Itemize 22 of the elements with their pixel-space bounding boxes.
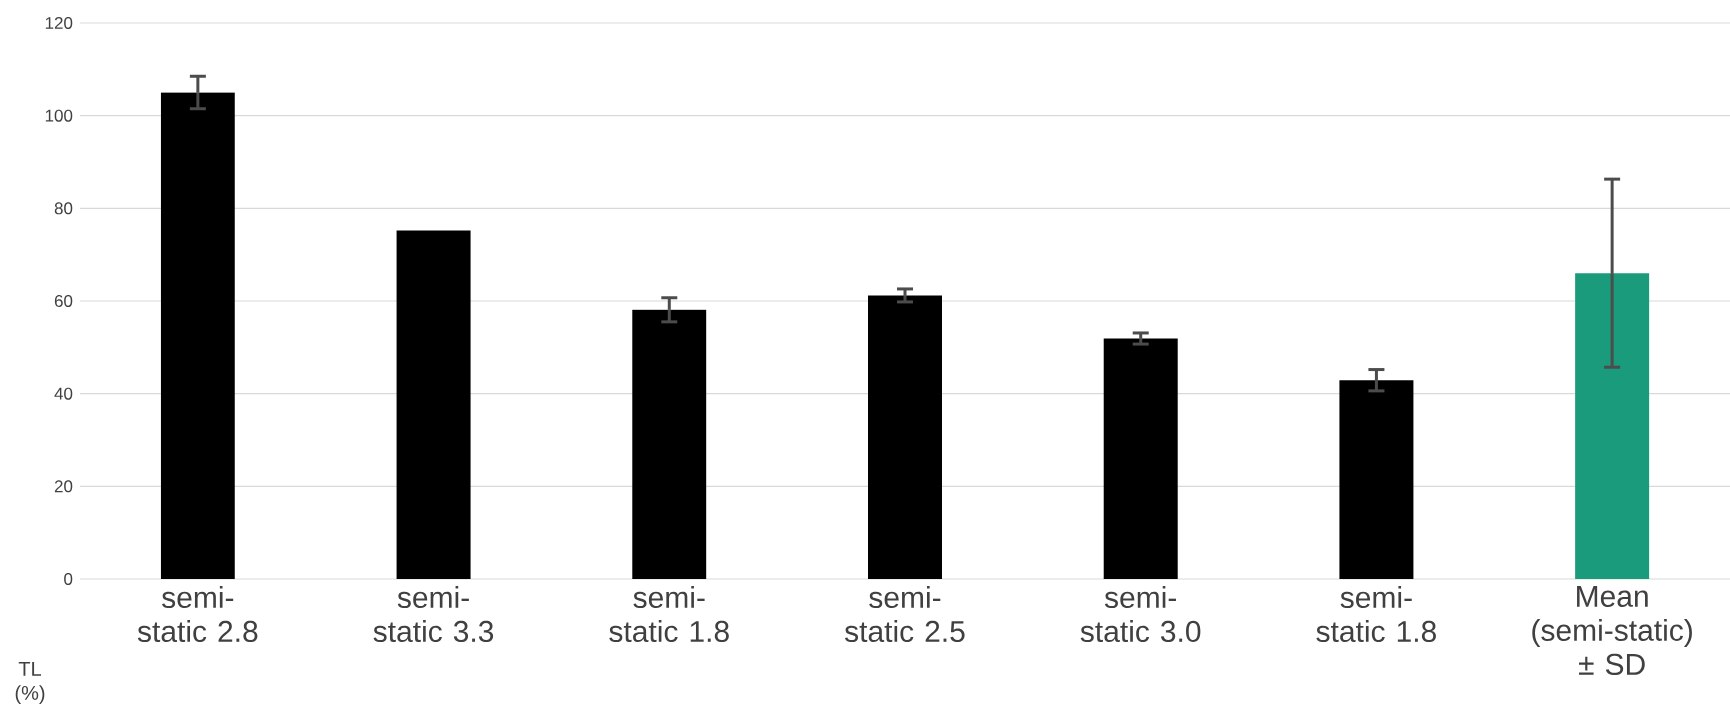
x-tick-label: semi-static 2.8 xyxy=(137,586,258,643)
bar xyxy=(1575,273,1650,579)
y-tick-label: 80 xyxy=(54,202,73,215)
bar xyxy=(632,309,707,579)
x-tick-label: semi-static 2.5 xyxy=(844,586,965,643)
x-tick-label: semi-static 1.8 xyxy=(1316,586,1436,643)
bar xyxy=(396,230,471,579)
y-tick-label: 100 xyxy=(45,109,73,122)
y-tick-label: 120 xyxy=(45,16,73,29)
x-tick-label: semi-static 3.3 xyxy=(373,586,494,643)
y-tick-label: 0 xyxy=(64,572,73,585)
bar xyxy=(1339,380,1414,579)
x-tick-label: semi-static 3.0 xyxy=(1080,586,1201,643)
x-axis-title: TL (%) xyxy=(15,662,45,704)
x-tick-label: semi-static 1.8 xyxy=(609,586,729,643)
y-tick-label: 20 xyxy=(54,480,73,493)
bar xyxy=(868,295,942,579)
bar xyxy=(160,92,235,579)
y-tick-label: 60 xyxy=(54,294,73,307)
y-tick-label: 40 xyxy=(54,387,73,400)
bar xyxy=(1103,338,1178,579)
x-tick-label: Mean (semi-static) ± SD xyxy=(1532,586,1692,675)
